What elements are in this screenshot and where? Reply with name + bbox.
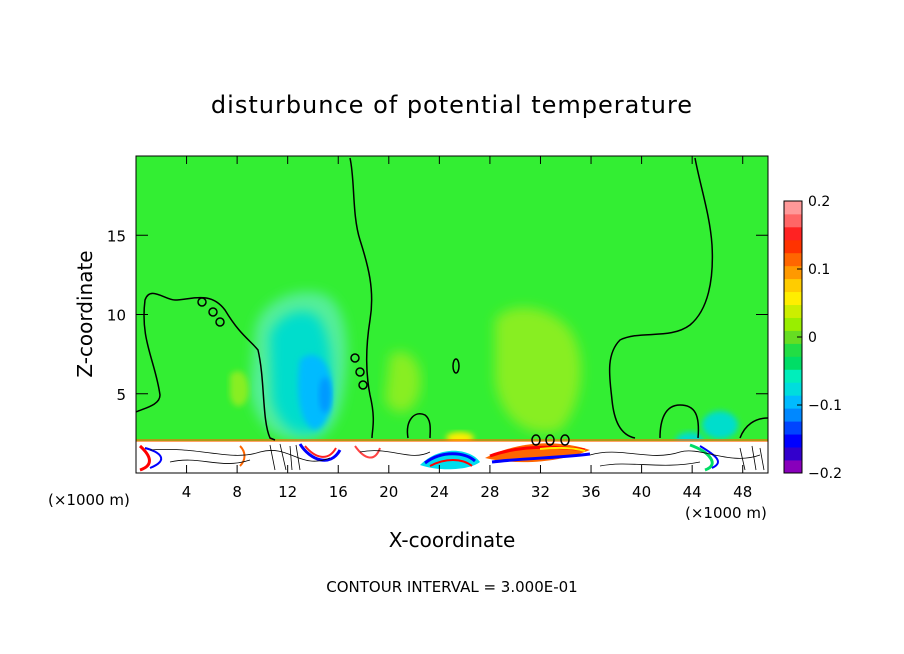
- x-tick-label: 32: [531, 483, 550, 501]
- colorbar-ticks: 0.2 0.1 0 −0.1 −0.2: [797, 194, 842, 482]
- chart-title: disturbunce of potential temperature: [211, 91, 693, 119]
- y-axis: 5 10 15: [107, 227, 768, 404]
- field-shading: [230, 291, 738, 448]
- x-tick-label: 12: [278, 483, 297, 501]
- x-axis: 4 8 12 16 20 24 28 32 36 40 44 48: [182, 156, 752, 501]
- colorbar-tick-label: 0.2: [808, 194, 830, 210]
- colorbar-swatch: [784, 304, 802, 318]
- colorbar-swatch: [784, 213, 802, 228]
- colorbar-swatch: [784, 460, 802, 474]
- colorbar-tick-label: −0.2: [808, 466, 842, 482]
- x-unit-right: (×1000 m): [685, 504, 767, 522]
- x-tick-label: 40: [632, 483, 651, 501]
- colorbar-swatch: [784, 291, 802, 306]
- x-tick-label: 8: [232, 483, 242, 501]
- colorbar-swatch: [784, 317, 802, 331]
- colorbar-swatch: [784, 343, 802, 357]
- colorbar-swatch: [784, 252, 802, 267]
- x-tick-label: 4: [182, 483, 192, 501]
- colorbar-tick-label: 0: [808, 330, 817, 346]
- plot-area: 0.000.000.00: [136, 156, 768, 473]
- zero-contours: [136, 157, 768, 446]
- colorbar-swatch: [784, 382, 802, 396]
- colorbar-swatch: [784, 226, 802, 241]
- colorbar-swatch: [784, 278, 802, 293]
- y-tick-label: 5: [116, 386, 126, 404]
- field-background: [136, 156, 768, 473]
- x-unit-left: (×1000 m): [48, 491, 130, 509]
- x-axis-label: X-coordinate: [389, 528, 516, 552]
- colorbar-swatch: [784, 434, 802, 448]
- x-tick-label: 36: [581, 483, 600, 501]
- colorbar-swatch: [784, 395, 802, 409]
- colorbar-swatch: [784, 447, 802, 461]
- x-tick-label: 16: [329, 483, 348, 501]
- x-tick-label: 20: [379, 483, 398, 501]
- colorbar-swatch: [784, 201, 802, 215]
- contour-interval-note: CONTOUR INTERVAL = 3.000E-01: [326, 578, 577, 596]
- colorbar-swatch: [784, 369, 802, 383]
- colorbar-swatch: [784, 408, 802, 422]
- colorbar: [784, 201, 802, 474]
- x-tick-label: 24: [430, 483, 449, 501]
- colorbar-swatch: [784, 330, 802, 344]
- y-axis-label: Z-coordinate: [73, 250, 97, 377]
- x-tick-label: 28: [480, 483, 499, 501]
- y-tick-label: 15: [107, 227, 126, 245]
- colorbar-tick-label: 0.1: [808, 262, 830, 278]
- colorbar-swatch: [784, 239, 802, 254]
- colorbar-swatch: [784, 265, 802, 280]
- y-tick-label: 10: [107, 307, 126, 325]
- colorbar-tick-label: −0.1: [808, 398, 842, 414]
- colorbar-swatch: [784, 356, 802, 370]
- x-tick-label: 44: [683, 483, 702, 501]
- surface-layer: [136, 439, 768, 473]
- x-tick-label: 48: [733, 483, 752, 501]
- colorbar-swatch: [784, 421, 802, 435]
